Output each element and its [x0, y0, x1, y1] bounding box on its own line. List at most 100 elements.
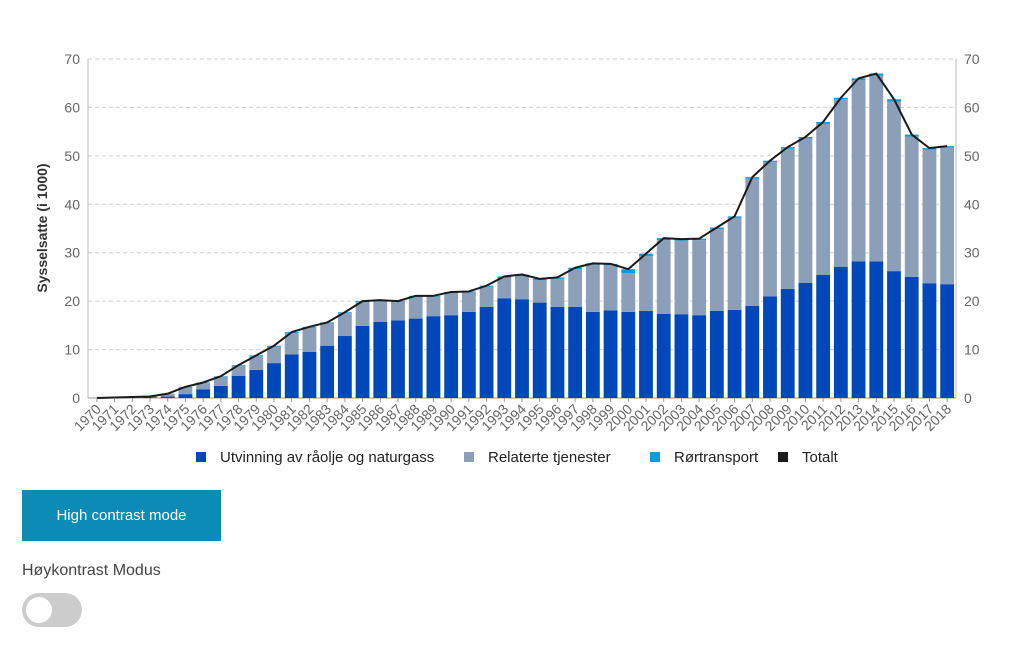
bar-segment[interactable]	[621, 273, 636, 312]
bar-segment[interactable]	[639, 256, 653, 311]
bar-segment[interactable]	[798, 282, 813, 398]
bar-segment[interactable]	[851, 261, 866, 398]
bar-segment[interactable]	[674, 314, 689, 398]
bar-segment[interactable]	[267, 346, 281, 364]
bar-segment[interactable]	[249, 369, 264, 398]
bar-segment[interactable]	[904, 136, 919, 277]
bar-segment[interactable]	[426, 296, 441, 317]
bar-segment[interactable]	[585, 264, 600, 312]
chart: 0 10 20 30 40 50 60 70 0 10 20 30 40 50 60 70 19701971…	[34, 51, 980, 466]
bar-segment[interactable]	[479, 286, 494, 307]
bar-segment[interactable]	[585, 311, 600, 398]
bar-segment[interactable]	[160, 396, 175, 398]
bar-segment[interactable]	[621, 311, 636, 398]
bar-segment[interactable]	[780, 148, 795, 290]
bar-segment[interactable]	[284, 354, 299, 398]
bar-segment[interactable]	[231, 365, 246, 376]
bar-segment[interactable]	[249, 356, 264, 370]
bar-segment[interactable]	[656, 240, 671, 314]
bar-segment[interactable]	[692, 315, 707, 398]
bar-segment[interactable]	[444, 315, 459, 398]
bar-segment[interactable]	[408, 318, 423, 398]
bar-segment[interactable]	[745, 178, 760, 306]
bar-segment[interactable]	[284, 333, 299, 355]
bar-segment[interactable]	[337, 336, 352, 398]
bar-segment[interactable]	[444, 292, 459, 316]
bar-segment[interactable]	[603, 265, 618, 311]
bar-segment[interactable]	[692, 240, 707, 316]
bar-segment[interactable]	[213, 376, 228, 386]
bar-segment[interactable]	[869, 261, 884, 398]
bar-segment[interactable]	[568, 269, 583, 307]
bar-segment[interactable]	[391, 320, 405, 398]
legend-item[interactable]: Relaterte tjenester	[464, 449, 611, 466]
bar-segment[interactable]	[196, 389, 211, 398]
bar-segment[interactable]	[373, 301, 388, 322]
bar-segment[interactable]	[532, 302, 547, 398]
bar-segment[interactable]	[408, 296, 423, 319]
bar-segment[interactable]	[426, 316, 441, 398]
bar-segment[interactable]	[497, 298, 512, 398]
bar-segment[interactable]	[302, 327, 317, 352]
bar-segment[interactable]	[833, 266, 848, 398]
bar-segment[interactable]	[178, 387, 193, 395]
bar-segment[interactable]	[922, 283, 937, 398]
bar-segment[interactable]	[940, 284, 955, 398]
bar-segment[interactable]	[550, 306, 565, 398]
bar-segment[interactable]	[763, 296, 777, 398]
bar-segment[interactable]	[603, 310, 618, 398]
legend-item[interactable]: Utvinning av råolje og naturgass	[196, 449, 434, 466]
bar-segment[interactable]	[816, 123, 831, 275]
bar-segment[interactable]	[337, 313, 352, 337]
bar-segment[interactable]	[887, 101, 901, 272]
bar-segment[interactable]	[550, 278, 565, 307]
bar-segment[interactable]	[727, 309, 742, 398]
bar-segment[interactable]	[320, 323, 335, 346]
bar-segment[interactable]	[178, 394, 193, 398]
bar-segment[interactable]	[302, 351, 317, 398]
bar-segment[interactable]	[479, 306, 494, 398]
bar-segment[interactable]	[674, 240, 689, 315]
bar-segment[interactable]	[745, 305, 760, 398]
bar-segment[interactable]	[639, 310, 653, 398]
bar-segment[interactable]	[621, 269, 636, 274]
bar-segment[interactable]	[656, 313, 671, 398]
bar-segment[interactable]	[532, 280, 547, 303]
bar-segment[interactable]	[727, 217, 742, 310]
legend-item[interactable]: Rørtransport	[650, 449, 759, 466]
bar-segment[interactable]	[904, 276, 919, 398]
bar-segment[interactable]	[763, 162, 777, 297]
bar-segment[interactable]	[851, 80, 866, 262]
bar-segment[interactable]	[816, 274, 831, 398]
bar-segment[interactable]	[940, 147, 955, 285]
bar-segment[interactable]	[160, 393, 175, 397]
high-contrast-toggle[interactable]	[22, 593, 82, 627]
bar-segment[interactable]	[922, 149, 937, 284]
bar-segment[interactable]	[355, 302, 370, 326]
bar-segment[interactable]	[709, 228, 724, 311]
bar-segment[interactable]	[461, 311, 476, 398]
bar-segment[interactable]	[568, 306, 583, 398]
bar-segment[interactable]	[196, 382, 211, 390]
bar-segment[interactable]	[709, 310, 724, 398]
bar-segment[interactable]	[213, 385, 228, 398]
bar-segment[interactable]	[780, 289, 795, 398]
bar-segment[interactable]	[869, 75, 884, 262]
bar-segment[interactable]	[887, 271, 901, 398]
bar-segment[interactable]	[373, 321, 388, 398]
bar-segment[interactable]	[267, 363, 281, 398]
bar-segment[interactable]	[798, 138, 813, 283]
bar-segment[interactable]	[461, 292, 476, 312]
bar-segment[interactable]	[231, 375, 246, 398]
bar-segment[interactable]	[497, 277, 512, 299]
bar-segment[interactable]	[320, 345, 335, 398]
legend[interactable]: Utvinning av råolje og naturgass Relatert…	[196, 449, 839, 466]
high-contrast-button[interactable]: High contrast mode	[22, 490, 221, 541]
bar-segment[interactable]	[833, 99, 848, 267]
bar-segment[interactable]	[391, 302, 405, 321]
total-line[interactable]	[96, 72, 948, 399]
bar-segment[interactable]	[515, 275, 529, 300]
bar-segment[interactable]	[515, 299, 529, 398]
legend-item[interactable]: Totalt	[778, 449, 839, 466]
bar-segment[interactable]	[355, 325, 370, 398]
